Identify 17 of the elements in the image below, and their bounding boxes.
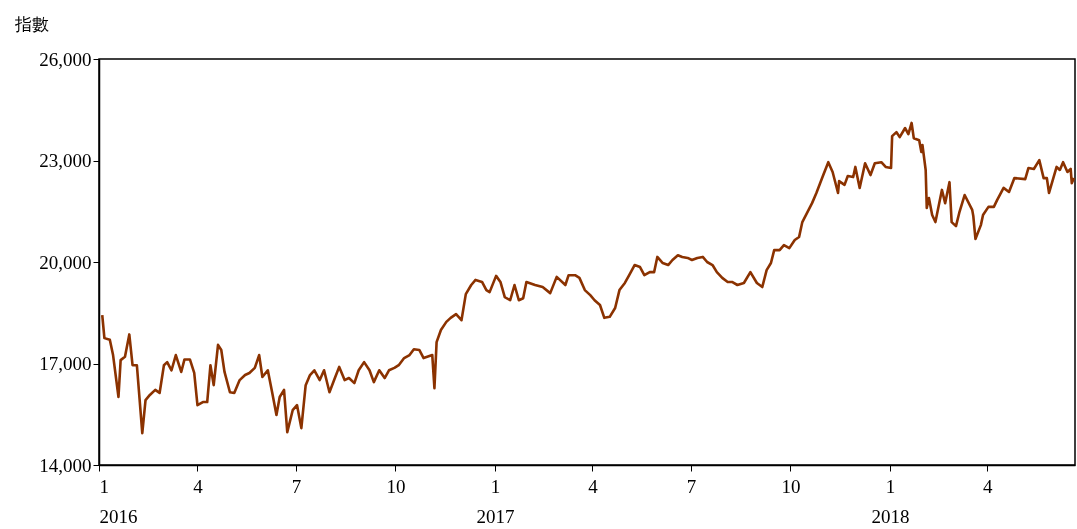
x-tick-label: 10 bbox=[781, 475, 801, 497]
x-tick-label: 10 bbox=[386, 475, 406, 497]
x-tick-label: 1 2016 bbox=[99, 475, 138, 527]
y-tick-label: 17,000 bbox=[39, 353, 92, 374]
line-series bbox=[100, 121, 1075, 435]
x-tick-label: 7 bbox=[291, 475, 302, 497]
y-tick-label: 26,000 bbox=[39, 48, 92, 70]
y-axis-title: 指數 bbox=[13, 13, 49, 34]
y-tick-label: 20,000 bbox=[39, 251, 92, 273]
y-tick-label: 14,000 bbox=[39, 454, 92, 476]
x-tick-label: 4 bbox=[983, 475, 994, 497]
y-tick-label: 23,000 bbox=[39, 150, 92, 171]
x-tick-label: 1 2017 bbox=[476, 475, 515, 527]
x-tick-label: 4 bbox=[193, 475, 204, 497]
x-tick-label: 7 bbox=[686, 475, 697, 497]
x-tick-label: 1 2018 bbox=[871, 475, 910, 527]
x-tick-label: 4 bbox=[588, 475, 599, 497]
